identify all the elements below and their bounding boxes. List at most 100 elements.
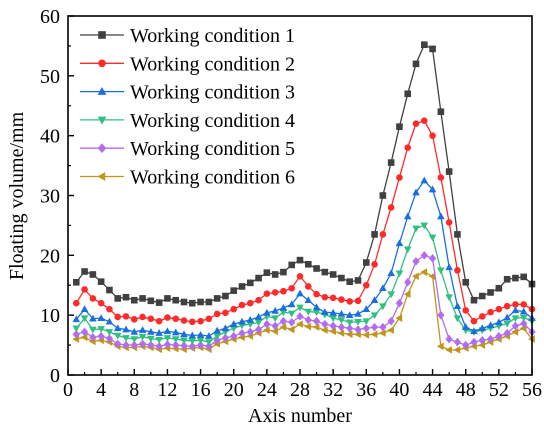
circle-marker bbox=[164, 314, 171, 321]
y-tick-label: 30 bbox=[40, 186, 60, 208]
circle-marker bbox=[445, 219, 453, 226]
triangle-down-marker bbox=[403, 246, 412, 254]
triangle-left-marker bbox=[80, 333, 88, 342]
diamond-marker bbox=[147, 340, 155, 350]
square-marker bbox=[81, 268, 88, 275]
triangle-up-marker bbox=[503, 313, 511, 321]
square-marker bbox=[114, 295, 122, 302]
circle-marker bbox=[98, 59, 106, 68]
circle-marker bbox=[487, 308, 494, 316]
square-marker bbox=[106, 286, 113, 294]
diamond-marker bbox=[163, 340, 172, 349]
triangle-down-marker bbox=[437, 267, 445, 275]
circle-marker bbox=[313, 290, 320, 298]
x-tick-label: 56 bbox=[522, 379, 542, 401]
circle-marker bbox=[396, 174, 403, 181]
square-marker bbox=[346, 278, 354, 285]
square-marker bbox=[404, 90, 412, 98]
diamond-marker bbox=[362, 324, 370, 333]
x-tick-label: 4 bbox=[96, 379, 106, 401]
triangle-left-marker bbox=[279, 323, 287, 331]
triangle-up-marker bbox=[113, 324, 122, 332]
circle-marker bbox=[288, 284, 296, 292]
circle-marker bbox=[503, 302, 511, 310]
diamond-marker bbox=[97, 331, 105, 341]
square-marker bbox=[205, 298, 213, 306]
square-marker bbox=[255, 274, 262, 282]
x-tick-label: 8 bbox=[129, 379, 139, 401]
triangle-down-marker bbox=[519, 314, 528, 322]
x-tick-label: 48 bbox=[456, 379, 476, 401]
diamond-marker bbox=[180, 341, 188, 350]
triangle-down-marker bbox=[205, 339, 213, 347]
triangle-down-marker bbox=[97, 326, 105, 333]
triangle-down-marker bbox=[387, 291, 395, 299]
triangle-up-marker bbox=[196, 330, 205, 338]
square-marker bbox=[487, 289, 494, 296]
circle-marker bbox=[139, 313, 146, 321]
triangle-left-marker bbox=[395, 314, 403, 322]
series-group bbox=[72, 41, 536, 354]
square-marker bbox=[288, 261, 296, 269]
diamond-marker bbox=[503, 328, 511, 338]
triangle-up-marker bbox=[163, 327, 172, 335]
y-tick-label: 0 bbox=[50, 365, 60, 387]
triangle-up-marker bbox=[304, 296, 313, 304]
diamond-marker bbox=[346, 324, 354, 333]
y-tick-label: 50 bbox=[40, 66, 60, 88]
legend-label: Working condition 3 bbox=[130, 82, 295, 104]
square-marker bbox=[470, 296, 478, 304]
triangle-up-marker bbox=[213, 326, 221, 334]
circle-marker bbox=[462, 307, 470, 314]
triangle-down-marker bbox=[229, 325, 238, 333]
triangle-up-marker bbox=[420, 176, 429, 184]
circle-marker bbox=[246, 299, 254, 307]
square-marker bbox=[371, 231, 378, 238]
circle-marker bbox=[470, 317, 478, 325]
diamond-marker bbox=[172, 340, 180, 350]
triangle-left-marker bbox=[262, 326, 270, 334]
triangle-up-marker bbox=[345, 311, 354, 318]
triangle-up-marker bbox=[519, 307, 528, 315]
triangle-up-marker bbox=[287, 300, 296, 308]
triangle-down-marker bbox=[147, 335, 155, 343]
diamond-marker bbox=[271, 321, 279, 331]
triangle-down-marker bbox=[213, 333, 221, 341]
circle-marker bbox=[454, 266, 461, 274]
legend-label: Working condition 5 bbox=[130, 138, 295, 160]
triangle-down-marker bbox=[503, 320, 511, 328]
triangle-left-marker bbox=[97, 172, 106, 181]
circle-marker bbox=[362, 281, 370, 289]
circle-marker bbox=[520, 301, 528, 308]
triangle-up-marker bbox=[461, 323, 470, 330]
square-marker bbox=[396, 123, 403, 130]
triangle-down-marker bbox=[196, 337, 205, 345]
triangle-down-marker bbox=[246, 321, 255, 329]
triangle-up-marker bbox=[437, 212, 445, 220]
square-marker bbox=[280, 268, 287, 276]
diamond-marker bbox=[138, 339, 147, 349]
circle-marker bbox=[188, 318, 196, 326]
triangle-up-marker bbox=[246, 315, 255, 323]
diamond-marker bbox=[122, 340, 130, 350]
x-tick-label: 0 bbox=[63, 379, 73, 401]
y-axis-title: Floating volume/mm bbox=[6, 111, 28, 280]
circle-marker bbox=[130, 316, 138, 323]
triangle-left-marker bbox=[287, 325, 295, 334]
triangle-up-marker bbox=[387, 269, 395, 277]
square-marker bbox=[139, 295, 146, 302]
square-marker bbox=[495, 284, 503, 292]
square-marker bbox=[98, 31, 106, 39]
square-marker bbox=[213, 295, 221, 302]
triangle-down-marker bbox=[312, 309, 321, 317]
square-marker bbox=[321, 268, 329, 276]
triangle-up-marker bbox=[511, 306, 520, 314]
diamond-marker bbox=[520, 319, 528, 328]
triangle-up-marker bbox=[221, 324, 230, 332]
square-marker bbox=[197, 298, 204, 306]
circle-marker bbox=[338, 296, 345, 303]
triangle-left-marker bbox=[271, 327, 278, 336]
triangle-up-marker bbox=[147, 327, 155, 335]
legend-item-working-condition-2: Working condition 2 bbox=[80, 53, 295, 75]
